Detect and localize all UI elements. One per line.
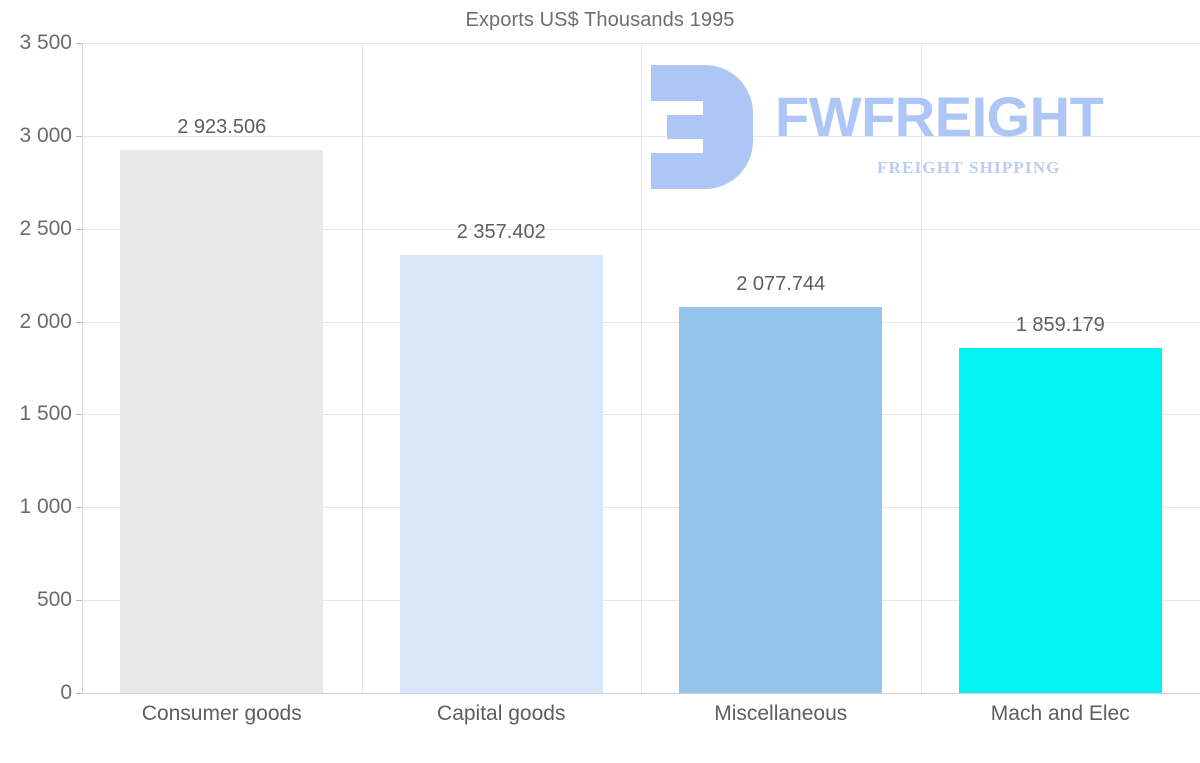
y-axis-tick-label: 1 500 bbox=[19, 402, 72, 426]
y-axis-line bbox=[82, 43, 83, 694]
y-axis-tick bbox=[76, 507, 82, 509]
y-axis-tick-label: 500 bbox=[36, 588, 72, 612]
bar-value-label: 2 357.402 bbox=[456, 221, 546, 244]
chart-title: Exports US$ Thousands 1995 bbox=[465, 9, 735, 31]
bar[interactable] bbox=[399, 255, 603, 693]
bar-value-label: 1 859.179 bbox=[1015, 313, 1105, 336]
bar[interactable] bbox=[958, 347, 1162, 693]
y-axis-tick bbox=[76, 321, 82, 323]
x-axis-tick-label: Consumer goods bbox=[141, 702, 302, 725]
y-axis-tick bbox=[76, 43, 82, 44]
y-axis-tick-label: 0 bbox=[60, 681, 72, 704]
y-axis-tick-label: 3 000 bbox=[19, 123, 72, 147]
gridline-vertical bbox=[641, 43, 642, 693]
bar[interactable] bbox=[120, 150, 324, 693]
y-axis-tick bbox=[76, 135, 82, 137]
plot-area: 2 923.506 2 357.402 2 077.744 1 859.179 bbox=[76, 43, 1200, 694]
bar[interactable] bbox=[679, 307, 883, 693]
x-axis-line bbox=[82, 693, 1200, 694]
y-axis-tick bbox=[76, 414, 82, 416]
y-axis-tick-label: 1 000 bbox=[19, 495, 72, 519]
bar-value-label: 2 077.744 bbox=[736, 273, 826, 296]
y-axis-tick bbox=[76, 693, 82, 694]
bar-value-label: 2 923.506 bbox=[177, 116, 267, 139]
x-axis-tick-label: Miscellaneous bbox=[714, 702, 848, 725]
y-axis-tick bbox=[76, 228, 82, 230]
x-axis-tick-label: Capital goods bbox=[437, 702, 566, 725]
x-axis-tick-label: Mach and Elec bbox=[990, 702, 1130, 725]
y-axis-tick-label: 2 500 bbox=[19, 216, 72, 240]
gridline-vertical bbox=[921, 43, 922, 693]
y-axis-labels: 0 500 1 000 1 500 2 000 2 500 3 000 3 500 bbox=[0, 31, 72, 704]
gridline-vertical bbox=[362, 43, 363, 693]
y-axis-tick bbox=[76, 600, 82, 602]
y-axis-tick-label: 2 000 bbox=[19, 309, 72, 333]
y-axis-tick-label: 3 500 bbox=[19, 31, 72, 54]
x-axis-labels: Consumer goods Capital goods Miscellaneous… bbox=[82, 702, 1200, 742]
